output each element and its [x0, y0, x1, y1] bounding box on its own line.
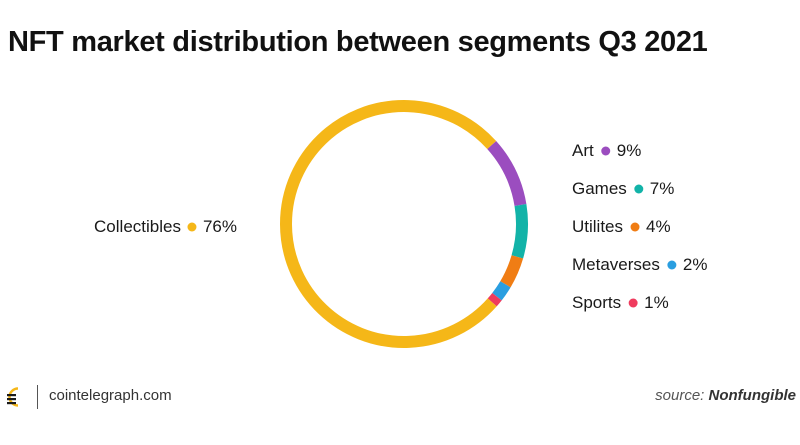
legend-value: 76%	[203, 217, 237, 236]
legend-dot	[187, 222, 197, 232]
slice-collectibles	[280, 100, 497, 348]
legend-value: 1%	[644, 293, 669, 312]
source-prefix: source:	[655, 387, 705, 404]
legend-item-games: Games 7%	[572, 179, 674, 198]
legend-item-metaverses: Metaverses 2%	[572, 255, 707, 274]
legend-dot	[630, 222, 640, 232]
legend-item-sports: Sports 1%	[572, 293, 669, 312]
legend-label: Collectibles	[94, 217, 181, 236]
legend: Art 9% Games 7% Utilites 4% Metaverses 2% Sports…	[94, 141, 707, 312]
legend-dot	[667, 260, 677, 270]
footer-site-link[interactable]: cointelegraph.com	[49, 387, 172, 404]
slice-metaverses	[492, 281, 511, 301]
slice-sports	[487, 292, 502, 307]
legend-label: Sports	[572, 293, 621, 312]
cointelegraph-logo-icon	[7, 387, 19, 407]
legend-dot	[628, 298, 638, 308]
legend-label: Games	[572, 179, 627, 198]
legend-value: 7%	[650, 179, 675, 198]
legend-item-art: Art 9%	[572, 141, 641, 160]
source-name: Nonfungible	[708, 387, 796, 404]
slice-utilites	[500, 255, 524, 288]
legend-label: Metaverses	[572, 255, 660, 274]
legend-item-collectibles: Collectibles 76%	[94, 217, 237, 236]
donut-slices	[280, 100, 528, 348]
footer-divider	[37, 385, 38, 409]
legend-label: Utilites	[572, 217, 623, 236]
slice-art	[487, 141, 527, 207]
legend-value: 9%	[617, 141, 642, 160]
slice-games	[511, 204, 528, 259]
legend-value: 4%	[646, 217, 671, 236]
legend-value: 2%	[683, 255, 708, 274]
legend-item-utilites: Utilites 4%	[572, 217, 671, 236]
footer-source: source: Nonfungible	[655, 387, 796, 404]
legend-dot	[601, 146, 611, 156]
legend-label: Art	[572, 141, 594, 160]
legend-dot	[634, 184, 644, 194]
chart-title: NFT market distribution between segments…	[8, 26, 708, 58]
